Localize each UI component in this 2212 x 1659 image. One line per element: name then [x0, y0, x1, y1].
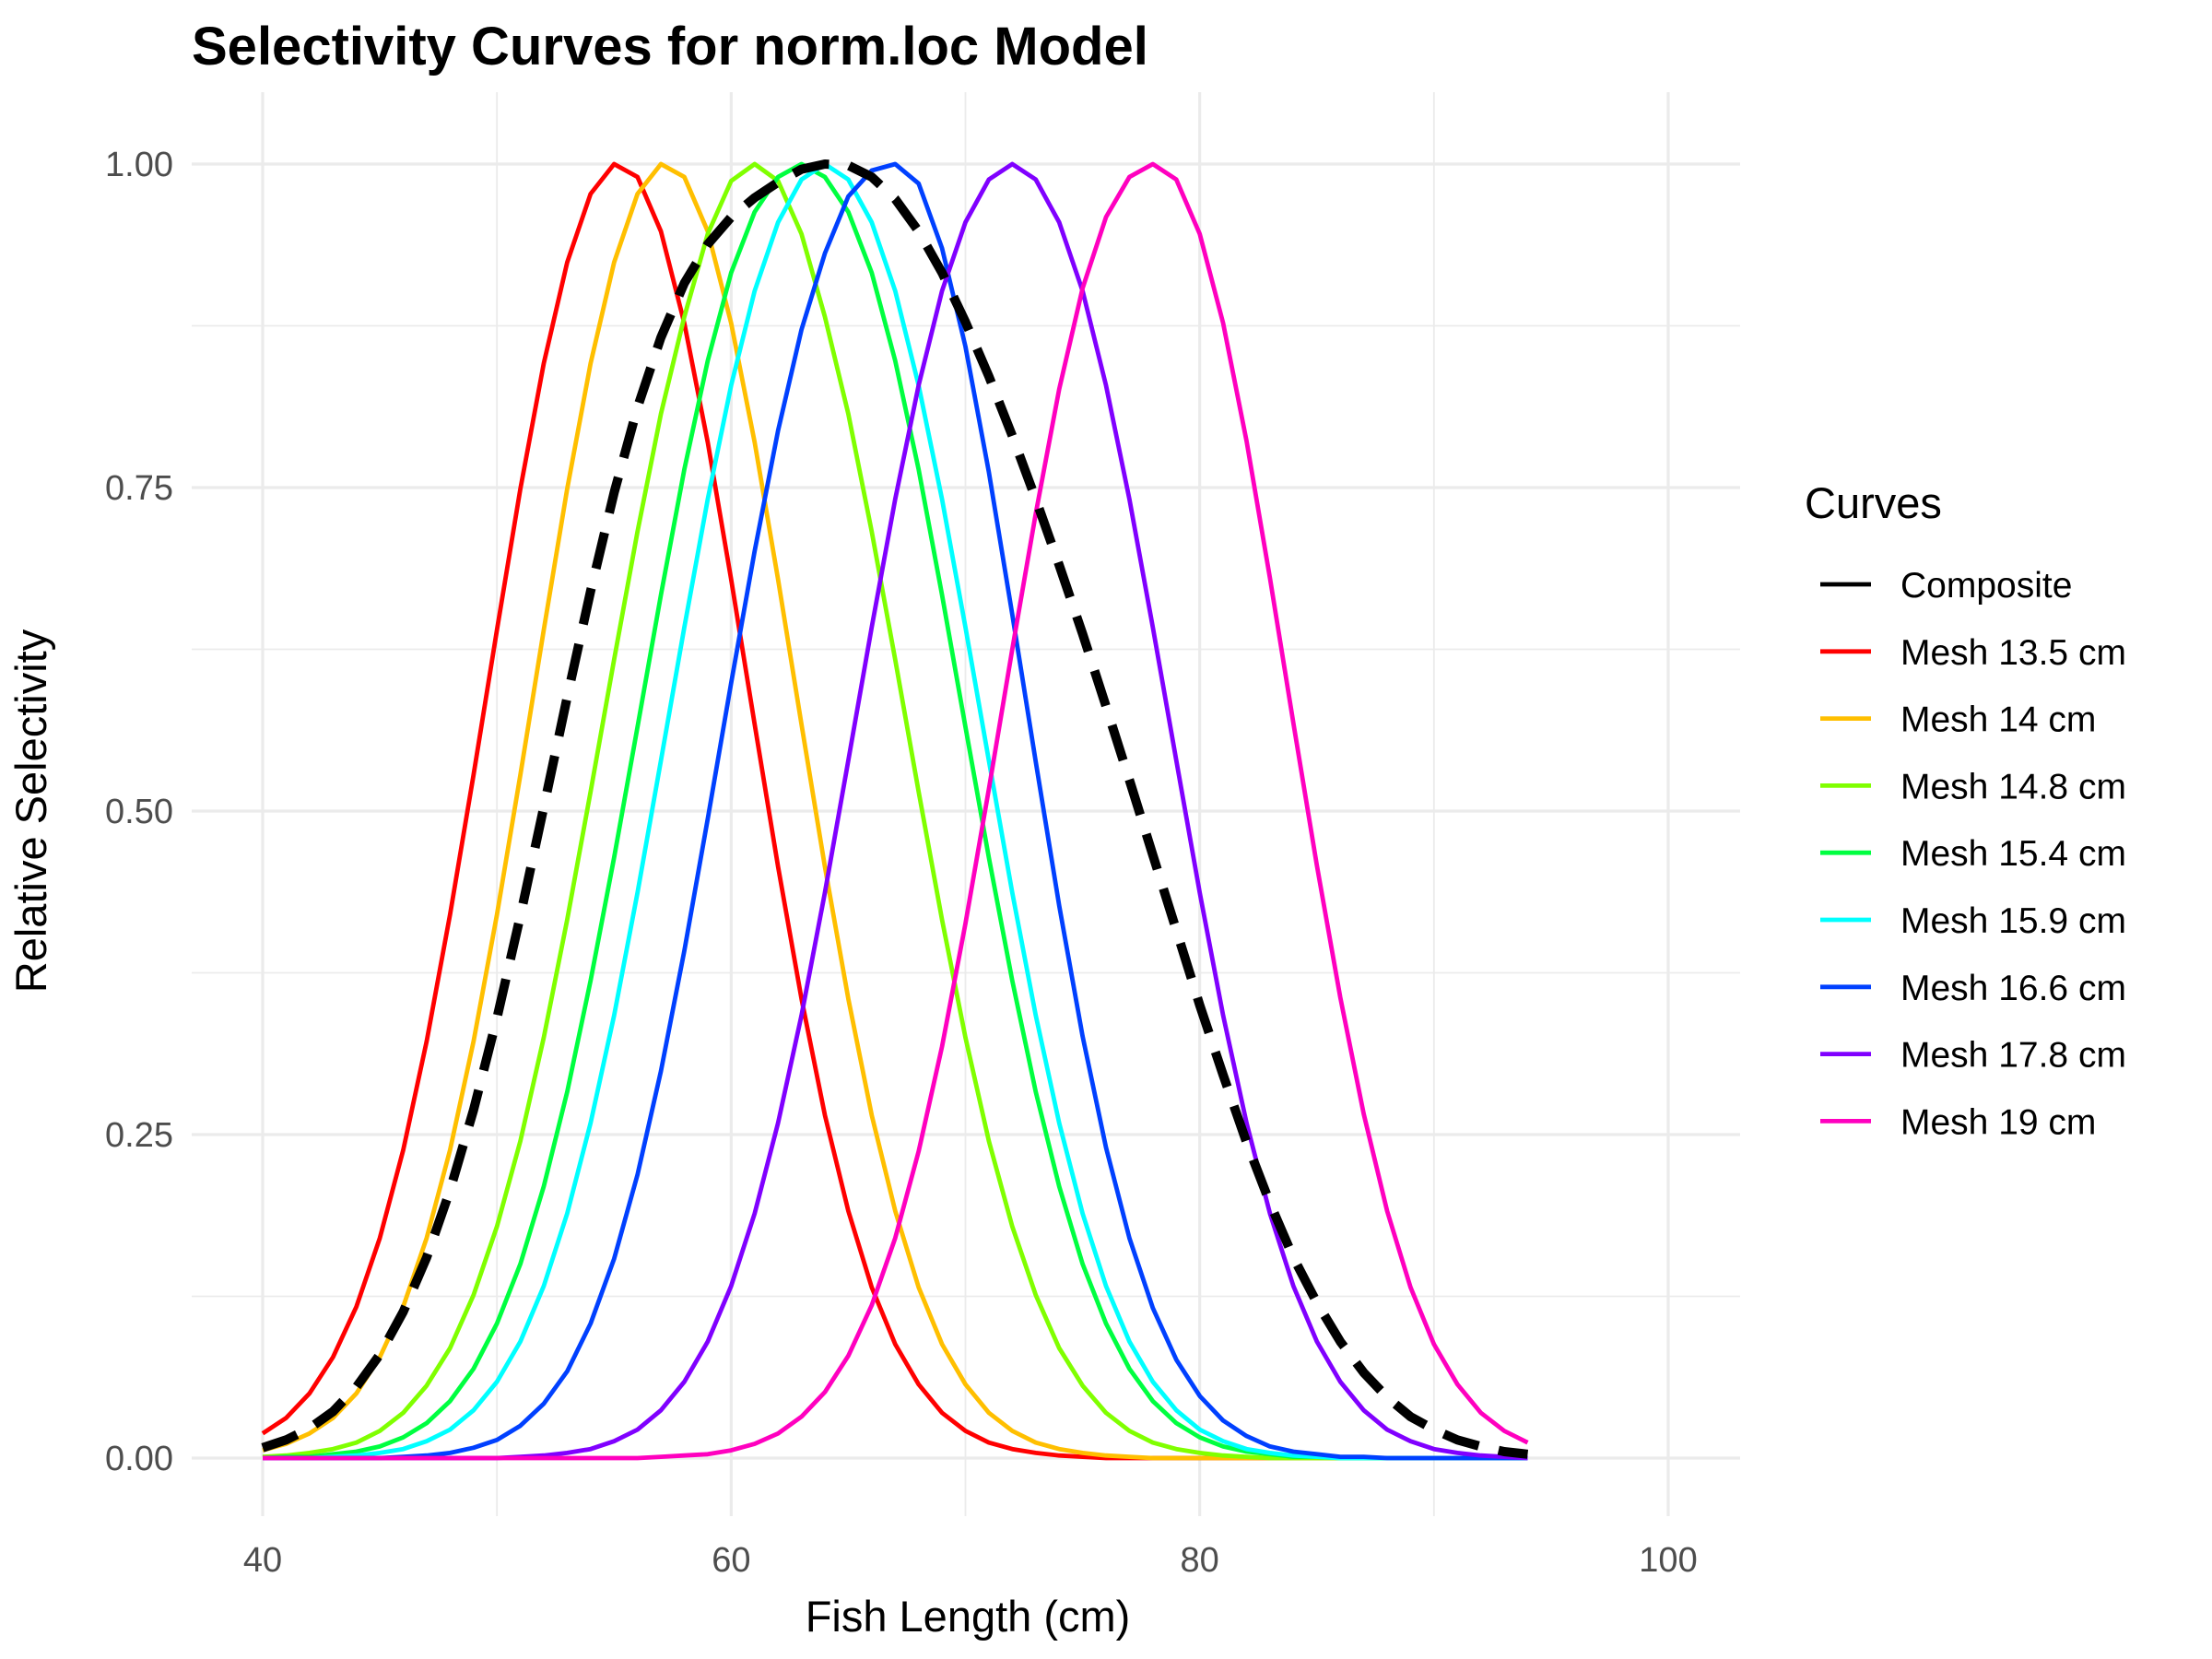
y-tick-label: 0.00 — [105, 1440, 173, 1478]
legend-item: Mesh 14.8 cm — [1820, 767, 2126, 806]
y-axis-tick-labels: 0.00 0.25 0.50 0.75 1.00 — [105, 146, 173, 1478]
series-line-mesh-15-9-cm — [263, 161, 1528, 1461]
legend-item: Mesh 13.5 cm — [1820, 633, 2126, 673]
x-tick-label: 100 — [1639, 1541, 1697, 1580]
legend-label: Mesh 15.4 cm — [1900, 834, 2126, 874]
legend-label: Mesh 16.6 cm — [1900, 969, 2126, 1008]
series-line-mesh-19-cm — [263, 161, 1529, 1461]
legend: Curves Composite Mesh 13.5 cm Mesh 14 cm Me… — [1805, 478, 2126, 1142]
legend-item: Mesh 16.6 cm — [1820, 969, 2126, 1008]
x-axis-tick-labels: 40 60 80 100 — [243, 1541, 1698, 1580]
legend-item: Mesh 19 cm — [1820, 1102, 2096, 1142]
y-axis-title: Relative Selectivity — [6, 629, 55, 993]
legend-item: Mesh 17.8 cm — [1820, 1036, 2126, 1076]
series-line-mesh-16-6-cm — [263, 161, 1528, 1461]
legend-title: Curves — [1805, 478, 1942, 527]
series-layer — [261, 159, 1529, 1461]
legend-item: Mesh 15.4 cm — [1820, 834, 2126, 874]
legend-label: Composite — [1900, 566, 2072, 606]
y-tick-label: 0.25 — [105, 1116, 173, 1155]
chart-title: Selectivity Curves for norm.loc Model — [192, 17, 1148, 76]
legend-label: Mesh 14 cm — [1900, 700, 2096, 740]
legend-label: Mesh 14.8 cm — [1900, 767, 2126, 806]
x-tick-label: 80 — [1181, 1541, 1219, 1580]
legend-item: Composite — [1820, 566, 2072, 606]
x-tick-label: 40 — [243, 1541, 282, 1580]
x-tick-label: 60 — [712, 1541, 750, 1580]
legend-item: Mesh 14 cm — [1820, 700, 2096, 740]
y-tick-label: 1.00 — [105, 146, 173, 184]
legend-label: Mesh 15.9 cm — [1900, 901, 2126, 941]
legend-label: Mesh 17.8 cm — [1900, 1036, 2126, 1076]
legend-items: Composite Mesh 13.5 cm Mesh 14 cm Mesh 14.8… — [1820, 566, 2126, 1142]
legend-item: Mesh 15.9 cm — [1820, 901, 2126, 941]
y-tick-label: 0.75 — [105, 469, 173, 508]
legend-label: Mesh 13.5 cm — [1900, 633, 2126, 673]
y-tick-label: 0.50 — [105, 793, 173, 831]
legend-label: Mesh 19 cm — [1900, 1102, 2096, 1142]
x-axis-title: Fish Length (cm) — [806, 1592, 1131, 1641]
series-line-composite — [261, 159, 1529, 1459]
